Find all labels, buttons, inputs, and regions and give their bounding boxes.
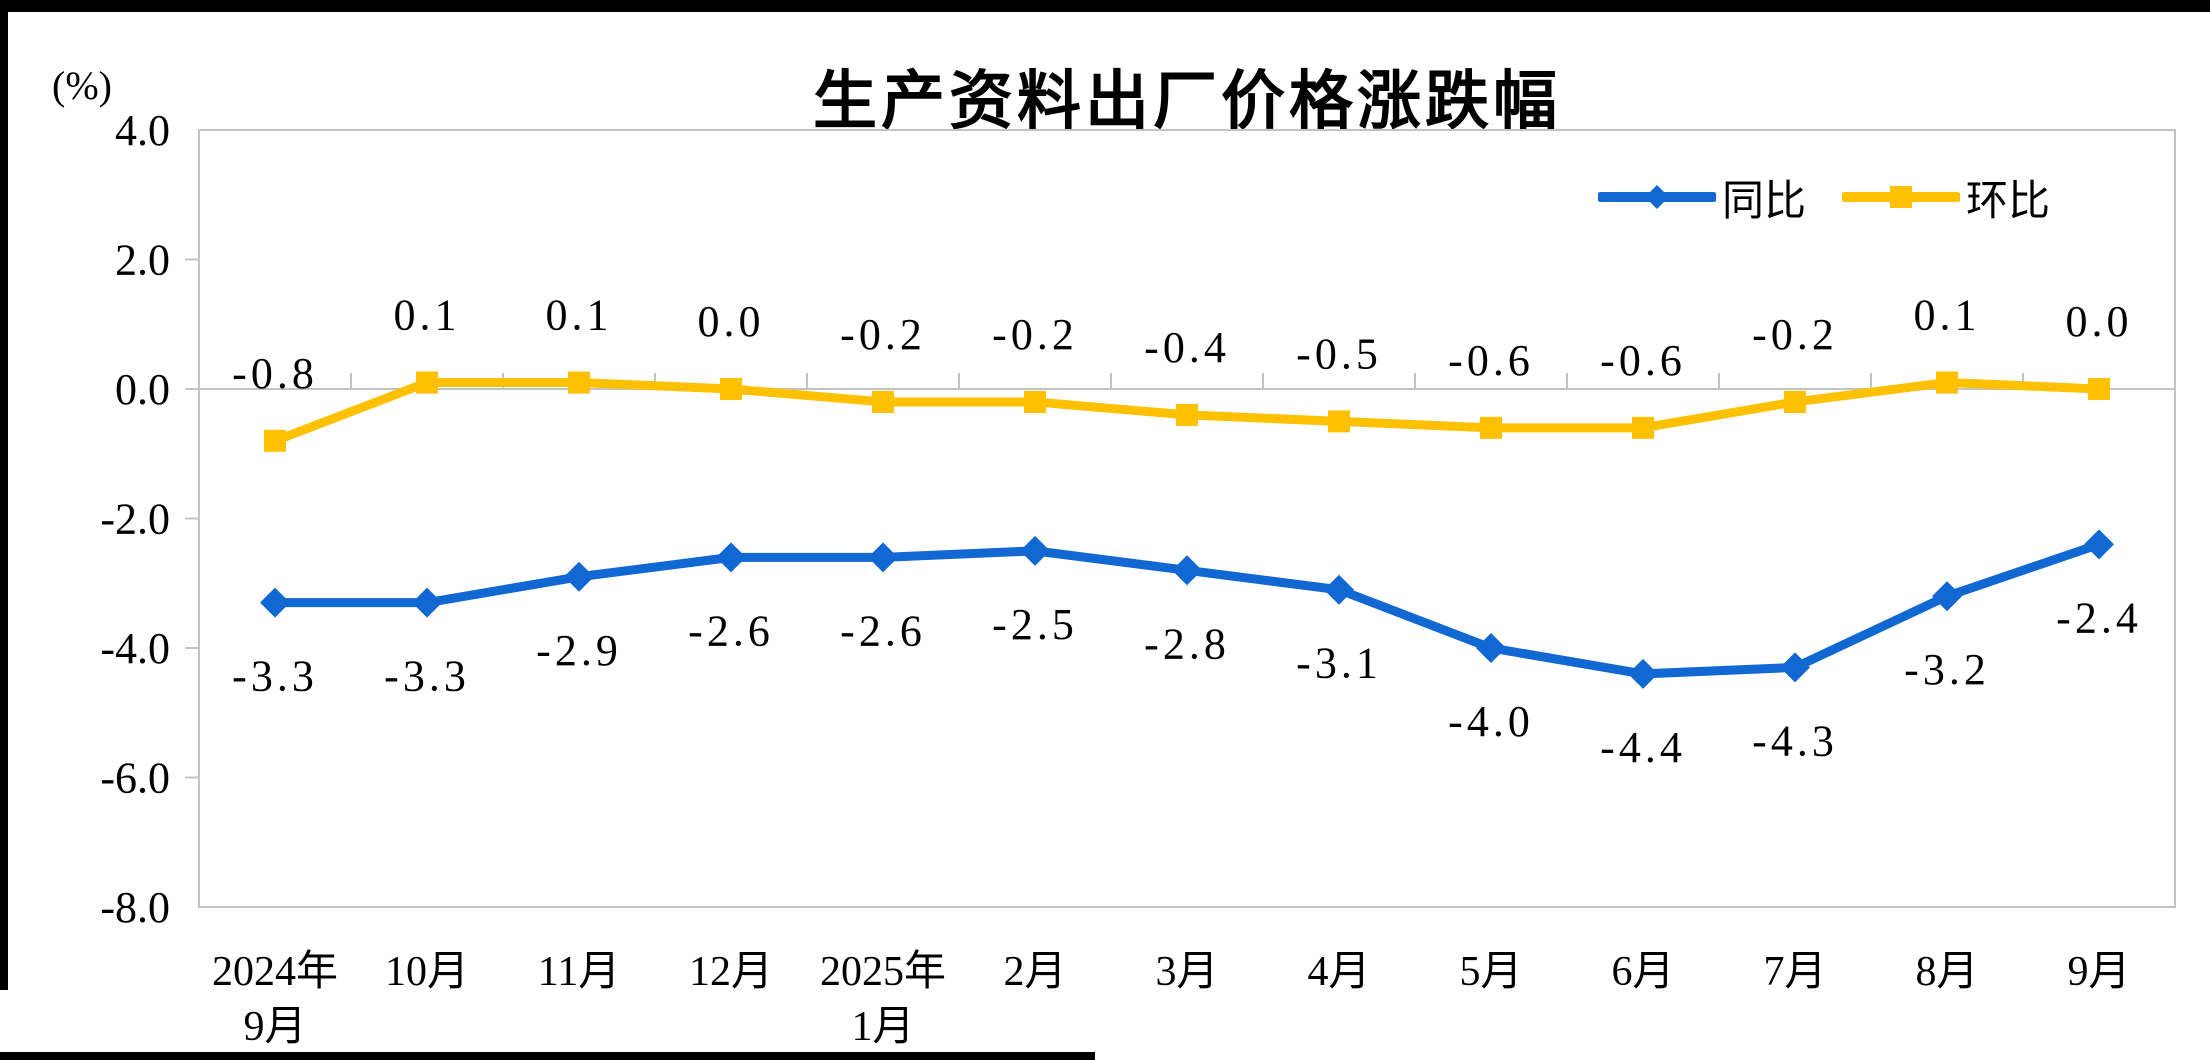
- legend: 同比 环比: [1598, 168, 2050, 226]
- x-axis-tick-label: 3月: [1155, 949, 1218, 995]
- plot-border: [198, 129, 2176, 908]
- data-point-label: -0.5: [1296, 329, 1382, 378]
- data-point-label: -0.8: [232, 349, 318, 398]
- data-point-marker-square: [416, 371, 438, 394]
- data-point-label: -3.3: [232, 652, 318, 701]
- y-axis-tick-label: -4.0: [100, 624, 170, 673]
- x-axis-tick-label: 10月: [385, 949, 469, 995]
- x-axis-tick-label: 8月: [1915, 949, 1978, 995]
- data-point-label: -2.5: [992, 600, 1078, 649]
- x-axis-tick-label: 6月: [1611, 949, 1674, 995]
- legend-swatch-mom-line-square-icon: [1842, 186, 1961, 208]
- y-axis-unit-label: (%): [52, 63, 112, 108]
- x-axis-tick-label: 11月: [538, 949, 620, 995]
- x-axis-tick-label: 7月: [1763, 949, 1826, 995]
- data-point-label: -0.2: [840, 310, 926, 359]
- legend-item-mom: 环比: [1842, 167, 2050, 228]
- x-axis-tick-label: 9月: [2067, 949, 2130, 995]
- data-point-marker-square: [1176, 403, 1198, 426]
- data-point-marker-square: [1784, 390, 1806, 413]
- y-axis-tick-label: -6.0: [100, 754, 170, 803]
- data-point-marker-square: [568, 371, 590, 394]
- data-point-label: -0.2: [992, 310, 1078, 359]
- data-point-marker-diamond: [1932, 581, 1962, 612]
- data-point-marker-square: [2088, 378, 2110, 400]
- data-point-label: 0.1: [546, 291, 613, 340]
- data-point-marker-diamond: [1628, 658, 1658, 689]
- x-axis-tick-label: 12月: [689, 949, 773, 995]
- data-point-label: -0.2: [1752, 310, 1838, 359]
- y-axis-tick-label: 0.0: [115, 365, 170, 414]
- data-point-marker-square: [872, 390, 894, 413]
- data-point-label: -2.9: [536, 626, 622, 675]
- data-point-marker-square: [1936, 371, 1958, 394]
- data-point-label: -2.6: [840, 606, 926, 655]
- data-point-marker-square: [264, 429, 286, 452]
- data-point-label: -0.6: [1448, 336, 1534, 385]
- data-point-marker-diamond: [564, 561, 594, 592]
- data-point-marker-square: [720, 378, 742, 400]
- data-point-label: -2.6: [688, 606, 774, 655]
- screen-edge-bottom: [0, 1052, 1095, 1060]
- data-point-marker-diamond: [868, 542, 898, 573]
- data-point-marker-diamond: [412, 587, 442, 618]
- data-point-marker-diamond: [1476, 633, 1506, 663]
- legend-item-yoy: 同比: [1598, 167, 1806, 228]
- screen-edge-left: [0, 0, 8, 990]
- x-axis-tick-label: 9月: [243, 1004, 306, 1050]
- x-axis-tick-label: 1月: [851, 1004, 914, 1050]
- legend-swatch-yoy-line-diamond-icon: [1598, 185, 1716, 209]
- x-axis-tick-label: 4月: [1307, 949, 1370, 995]
- legend-label-mom: 环比: [1966, 176, 2051, 224]
- data-point-marker-diamond: [1324, 574, 1354, 605]
- data-point-label: 0.1: [394, 291, 461, 340]
- chart-title: 生产资料出厂价格涨跌幅: [813, 65, 1561, 137]
- data-point-label: 0.0: [698, 297, 765, 346]
- data-point-marker-diamond: [716, 542, 746, 573]
- y-axis-tick-label: -2.0: [100, 495, 170, 544]
- x-axis-tick-label: 2月: [1003, 949, 1066, 995]
- legend-label-yoy: 同比: [1722, 176, 1807, 224]
- data-point-marker-diamond: [260, 587, 290, 618]
- data-point-label: -2.4: [2056, 593, 2142, 642]
- screen-edge-top: [0, 0, 2210, 12]
- y-axis-tick-label: 2.0: [115, 236, 170, 285]
- data-point-label: -4.3: [1752, 716, 1838, 765]
- data-point-marker-square: [1632, 416, 1654, 439]
- data-point-marker-diamond: [1780, 652, 1810, 683]
- data-point-label: 0.0: [2066, 297, 2133, 346]
- data-point-marker-square: [1328, 410, 1350, 433]
- data-point-marker-square: [1024, 390, 1046, 413]
- data-point-label: -0.4: [1144, 323, 1230, 372]
- data-point-marker-square: [1480, 416, 1502, 439]
- y-axis-tick-label: 4.0: [115, 106, 170, 155]
- x-axis-tick-label: 2024年: [212, 948, 338, 995]
- data-point-label: 0.1: [1914, 291, 1981, 340]
- data-point-label: -4.4: [1600, 723, 1686, 772]
- data-point-marker-diamond: [1172, 555, 1202, 586]
- data-point-marker-diamond: [2084, 529, 2114, 560]
- data-point-label: -3.1: [1296, 639, 1382, 688]
- data-point-label: -4.0: [1448, 697, 1534, 746]
- data-point-marker-diamond: [1020, 535, 1050, 566]
- data-point-label: -2.8: [1144, 619, 1230, 668]
- data-point-label: -3.2: [1904, 645, 1990, 694]
- data-point-label: -0.6: [1600, 336, 1686, 385]
- x-axis-tick-label: 5月: [1459, 949, 1522, 995]
- data-point-label: -3.3: [384, 652, 470, 701]
- x-axis-tick-label: 2025年: [820, 948, 946, 995]
- y-axis-tick-label: -8.0: [100, 883, 170, 932]
